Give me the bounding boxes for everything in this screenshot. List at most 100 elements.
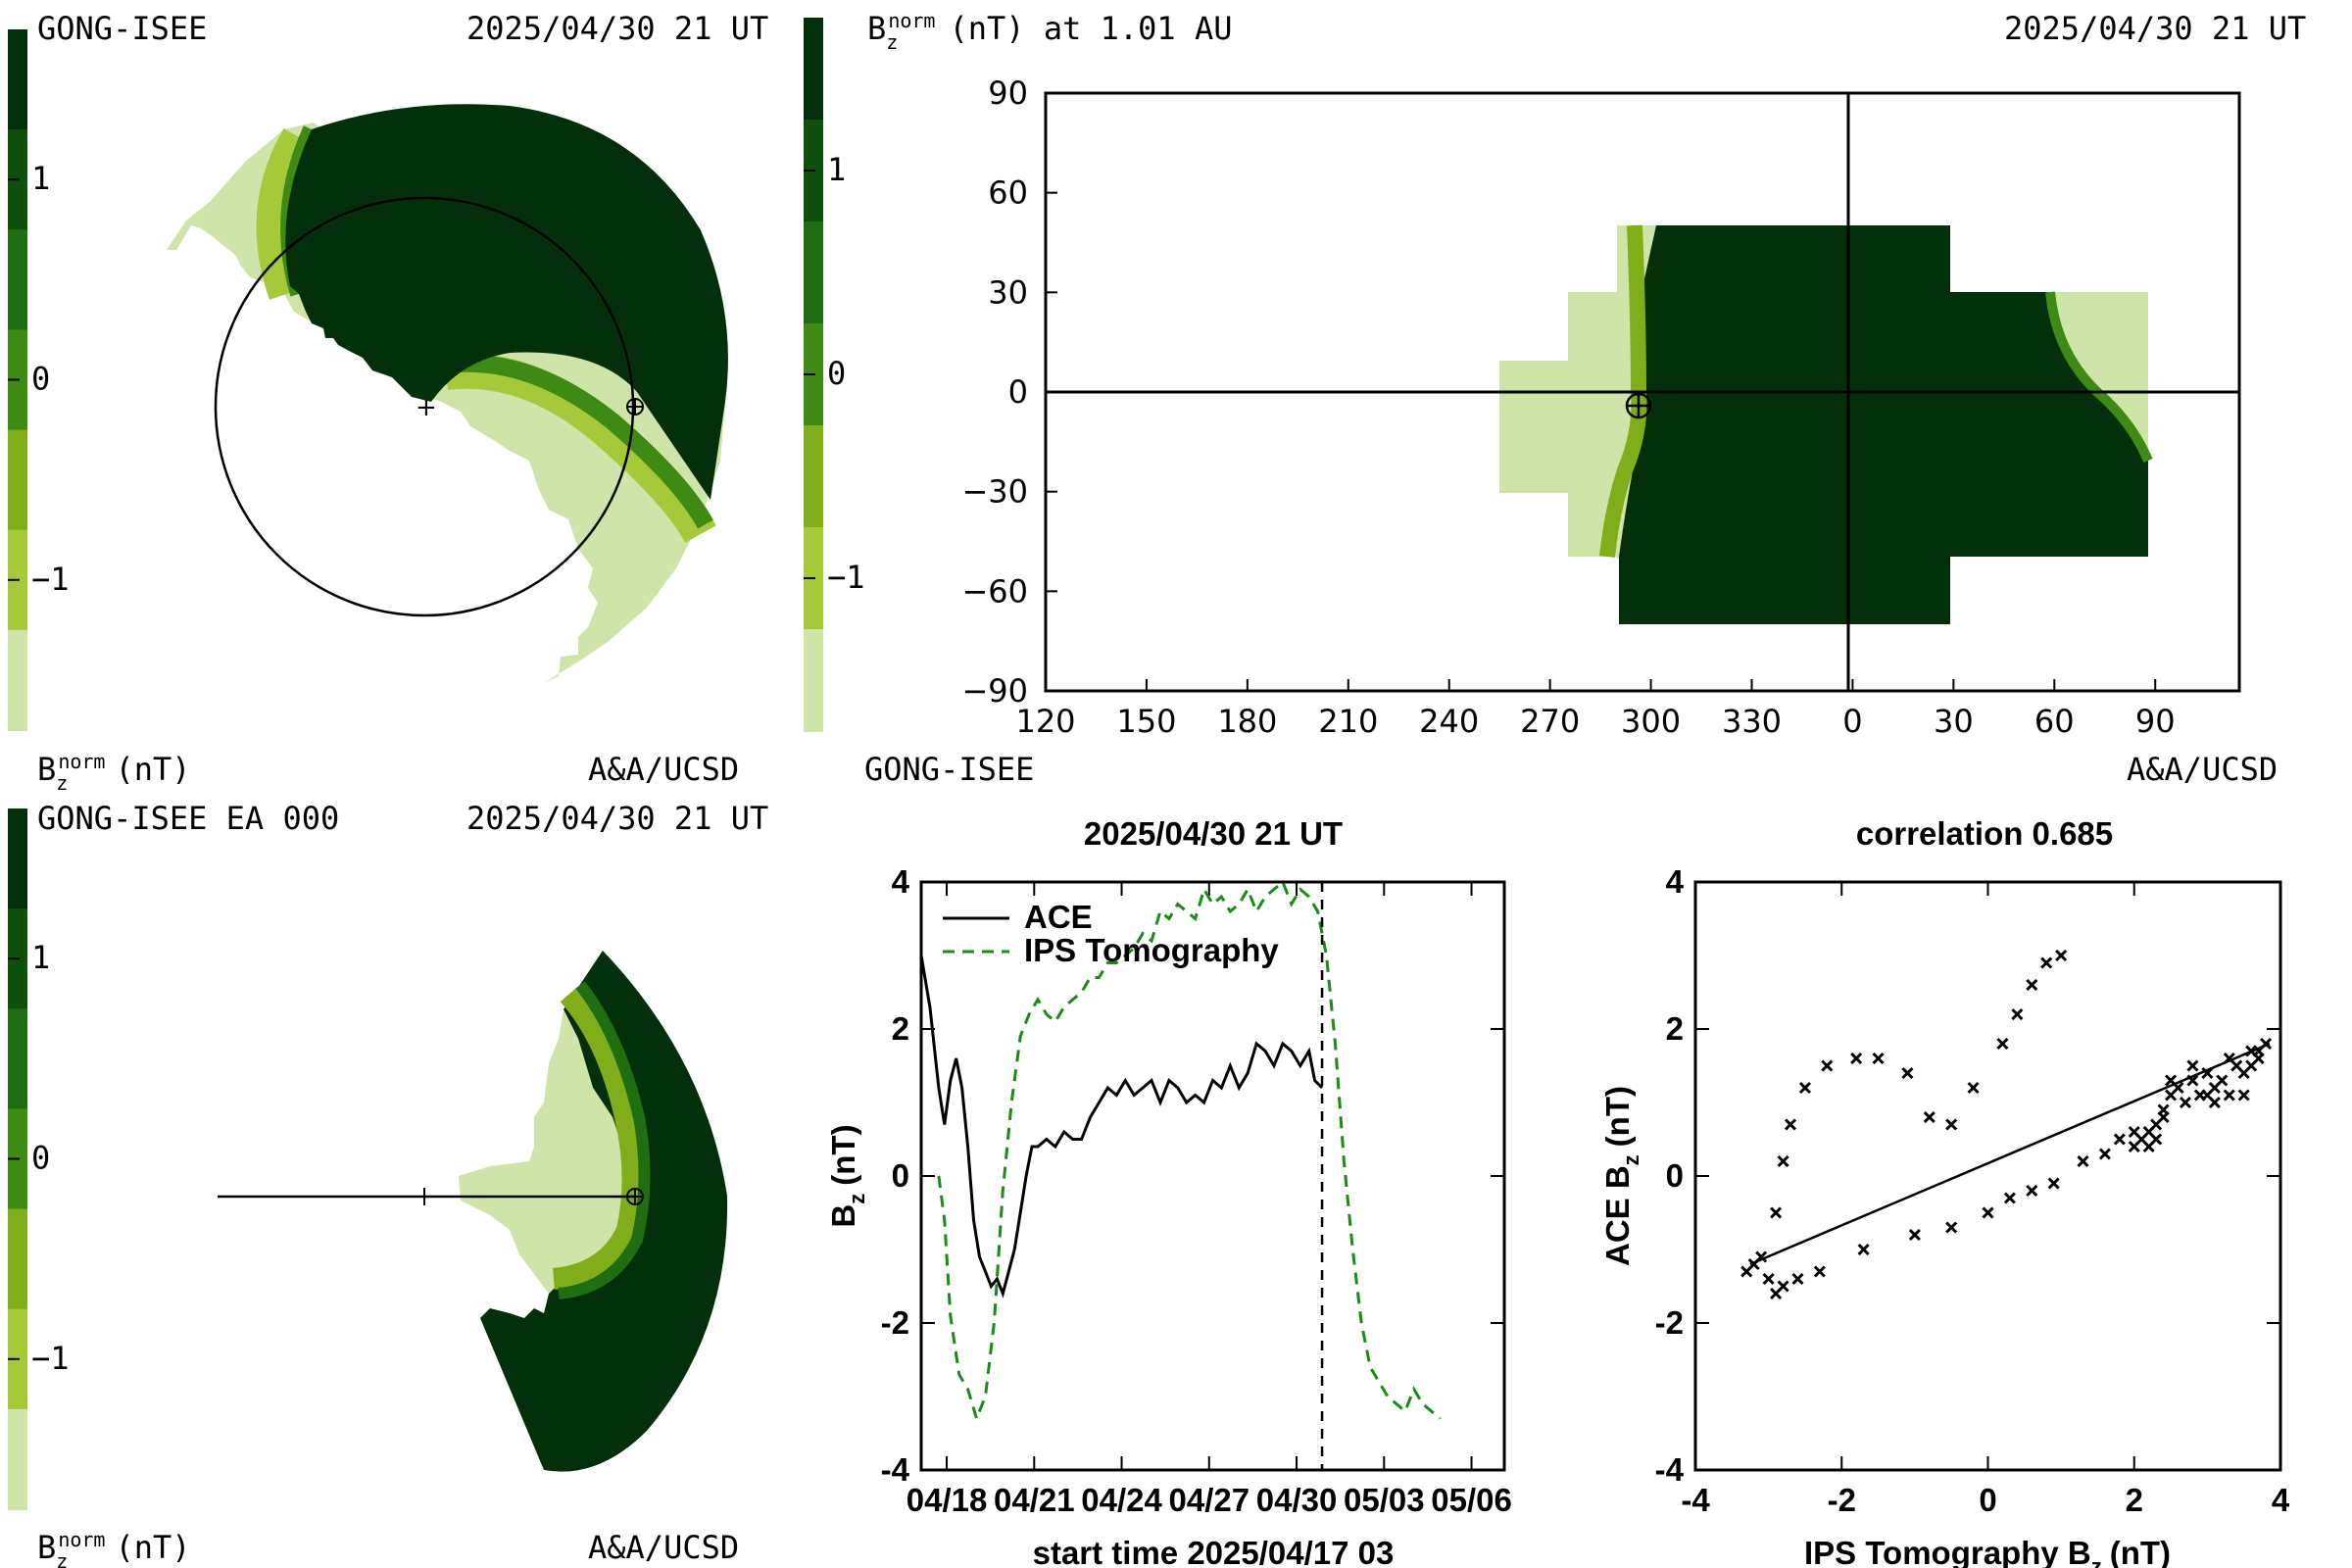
panel-credit: A&A/UCSD [588, 751, 739, 788]
timeseries-y-tick-label: -2 [881, 1304, 909, 1341]
scatter-point [1821, 1059, 1834, 1072]
scatter-point [2040, 956, 2053, 969]
panel-timestamp: 2025/04/30 21 UT [466, 800, 768, 837]
scatter-x-tick-label: -2 [1828, 1482, 1856, 1518]
map-y-tick-label: −60 [961, 572, 1028, 610]
colorbar-top-left: 1 0 −1 [8, 29, 70, 731]
scatter-point [2026, 978, 2038, 992]
colorbar-tick-label: −1 [827, 559, 865, 596]
scatter-point [1850, 1052, 1863, 1065]
scatter-ticks: -4 -2 0 2 4 4 2 0 -2 -4 [1655, 863, 2290, 1518]
map-y-tick-label: −90 [961, 672, 1028, 710]
scatter-point [2186, 1059, 2199, 1072]
earth-marker-icon [1625, 392, 1652, 419]
map-x-tick-label: 150 [1116, 703, 1176, 740]
map-title: Bznorm (nT) at 1.01 AU [867, 9, 1232, 54]
timeseries-y-tick-label: -4 [881, 1451, 910, 1488]
panel-bottom-left: 1 0 −1 GONG-ISEE EA 000 2025/04/30 21 UT A… [8, 800, 768, 1568]
panel-top-right: 1 0 −1 Bznorm (nT) at 1.01 AU 2025/04/30 21… [804, 9, 2306, 788]
legend-ace-label: ACE [1024, 899, 1093, 935]
polar-negative-region [480, 951, 728, 1472]
colorbar-segment [8, 229, 27, 331]
scatter-point [2216, 1074, 2229, 1087]
scatter-point [2047, 1177, 2060, 1190]
timeseries-legend: ACE IPS Tomography [943, 899, 1279, 968]
colorbar-axis-label: Bznorm (nT) [37, 1528, 191, 1568]
scatter-point [2077, 1154, 2089, 1168]
colorbar-segment [8, 1408, 27, 1510]
polar-transition-band [552, 987, 644, 1290]
scatter-point [2157, 1110, 2170, 1124]
map-x-tick-label: 240 [1419, 703, 1479, 740]
scatter-point [2237, 1089, 2250, 1102]
map-x-tick-label: 300 [1621, 703, 1681, 740]
scatter-x-tick-label: 0 [1979, 1482, 1996, 1518]
timeseries-series [919, 879, 1442, 1424]
legend-ips-label: IPS Tomography [1024, 932, 1279, 968]
scatter-point [2186, 1074, 2199, 1087]
map-x-tick-label: 210 [1318, 703, 1378, 740]
timeseries-xlabel: start time 2025/04/17 03 [1033, 1535, 1395, 1568]
timeseries-y-tick-label: 2 [892, 1010, 909, 1047]
scatter-point [1762, 1272, 1775, 1286]
panel-timestamp: 2025/04/30 21 UT [466, 10, 768, 47]
colorbar-tick-label: −1 [31, 561, 70, 598]
regression-line [1749, 1042, 2271, 1266]
timeseries-title: 2025/04/30 21 UT [1084, 815, 1343, 852]
map-x-tick-label: 270 [1520, 703, 1580, 740]
scatter-point [2113, 1133, 2126, 1146]
scatter-point [1923, 1110, 1936, 1124]
scatter-point [1777, 1154, 1789, 1168]
scatter-y-tick-label: 2 [1666, 1010, 1684, 1047]
scatter-point [1798, 1081, 1811, 1095]
scatter-point [2165, 1074, 2178, 1087]
sun-marker-icon: + [416, 393, 437, 422]
polar-transition-band [558, 981, 651, 1299]
polar-positive-region [459, 1009, 637, 1294]
scatter-x-tick-label: 4 [2272, 1482, 2290, 1518]
scatter-y-tick-label: -2 [1655, 1304, 1684, 1341]
scatter-point [2026, 1184, 2038, 1198]
scatter-point [2201, 1066, 2214, 1080]
scatter-point [2179, 1096, 2192, 1109]
polar-tomography-map: + [167, 104, 728, 683]
colorbar-segment [804, 425, 823, 528]
colorbar-segment [8, 808, 27, 910]
scatter-point [1755, 1250, 1768, 1263]
colorbar-tick-label: 0 [31, 1140, 50, 1177]
scatter-point [2223, 1089, 2235, 1102]
colorbar-axis-label: Bznorm (nT) [37, 750, 191, 795]
scatter-y-tick-label: -4 [1655, 1451, 1685, 1488]
scatter-point [1791, 1272, 1804, 1286]
latlon-map: 120 150 180 210 240 270 300 330 0 30 60 90 9060300−… [961, 74, 2241, 740]
polar-negative-region [285, 104, 728, 500]
map-negative-region [1619, 225, 2148, 624]
timeseries-x-tick-label: 04/21 [994, 1482, 1075, 1518]
colorbar-segment [8, 29, 27, 131]
map-x-tick-label: 120 [1015, 703, 1075, 740]
scatter-point [1945, 1221, 1958, 1234]
panel-source-label: GONG-ISEE EA 000 [37, 800, 339, 837]
scatter-point [1770, 1206, 1783, 1219]
scatter-point [1857, 1243, 1870, 1256]
timeseries-x-tick-label: 05/03 [1344, 1482, 1425, 1518]
colorbar-tick-label: 1 [827, 151, 846, 188]
colorbar-segment [804, 629, 823, 732]
timeseries-x-tick-label: 04/27 [1168, 1482, 1250, 1518]
timeseries-x-tick-label: 05/06 [1431, 1482, 1512, 1518]
scatter-xlabel: IPS Tomography Bz (nT) [1804, 1535, 2171, 1568]
scatter-x-tick-label: 2 [2126, 1482, 2143, 1518]
ips-series-line [937, 879, 1442, 1424]
map-x-tick-label: 330 [1722, 703, 1782, 740]
map-x-tick-label: 0 [1842, 703, 1862, 740]
timeseries-x-tick-label: 04/30 [1256, 1482, 1338, 1518]
scatter-point [2128, 1125, 2140, 1139]
colorbar-segment [804, 18, 823, 121]
earth-marker-icon [626, 1188, 644, 1205]
colorbar-segment [8, 1008, 27, 1110]
timeseries-ticks: 04/18 04/21 04/24 04/27 04/30 05/03 05/06 4 2 0 -2… [881, 863, 1512, 1518]
map-x-ticks: 120 150 180 210 240 270 300 330 0 30 60 90 [1015, 679, 2176, 740]
scatter-point [1945, 1118, 1958, 1131]
panel-credit: A&A/UCSD [2127, 751, 2278, 788]
